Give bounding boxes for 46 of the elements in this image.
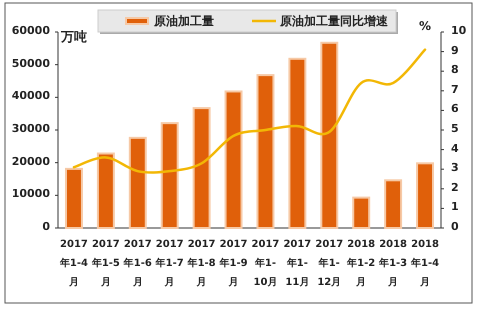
x-tick-label: 2018年1-3月: [378, 238, 408, 290]
y2-tick-label: 3: [451, 161, 459, 174]
bar: [224, 90, 243, 229]
y2-tick-label: 4: [451, 142, 459, 155]
y2-tick-label: 9: [451, 44, 459, 57]
bar: [256, 74, 274, 229]
y-tick-label: 20000: [12, 154, 50, 168]
y2-tick-label: 0: [451, 220, 459, 233]
x-tick-label: 2017年1-5月: [90, 238, 121, 290]
legend-label: 原油加工量: [154, 13, 214, 30]
bar: [128, 136, 147, 229]
y2-tick-label: 10: [451, 24, 466, 37]
bar: [416, 162, 434, 229]
bar: [96, 152, 115, 229]
x-tick-label: 2018年1-2月: [346, 238, 376, 290]
x-tick-label: 2017年1-12月: [314, 238, 344, 290]
x-tick-label: 2017年1-11月: [282, 238, 312, 290]
bar: [384, 179, 402, 229]
y2-tick-label: 5: [451, 122, 459, 135]
y-tick-label: 60000: [12, 24, 50, 37]
x-tick-label: 2017年1-8月: [186, 238, 217, 290]
x-tick-label: 2018年1-4月: [410, 238, 440, 290]
y2-axis-title: %: [419, 19, 432, 33]
y-tick-label: 0: [42, 220, 50, 233]
x-tick-label: 2017年1-10月: [250, 238, 280, 290]
y2-tick-label: 8: [451, 63, 459, 76]
y-tick-label: 50000: [12, 56, 50, 70]
y-axis-title: 万吨: [61, 29, 87, 46]
legend-label: 原油加工量同比增速: [280, 13, 388, 30]
bar: [160, 122, 179, 229]
x-tick-label: 2017年1-4月: [58, 238, 89, 290]
y2-tick-label: 7: [451, 82, 459, 96]
y-tick-label: 30000: [12, 122, 50, 135]
y-tick-label: 10000: [12, 187, 50, 200]
x-tick-label: 2017年1-7月: [154, 238, 185, 290]
y2-tick-label: 2: [451, 180, 459, 194]
bar: [64, 168, 83, 229]
y-tick-label: 40000: [12, 89, 50, 102]
bar: [192, 107, 211, 229]
bar: [352, 196, 370, 229]
y2-tick-label: 1: [451, 200, 459, 214]
x-tick-label: 2017年1-9月: [218, 238, 249, 290]
y2-tick-label: 6: [451, 102, 459, 116]
bar: [288, 58, 306, 229]
bar: [320, 42, 338, 229]
x-tick-label: 2017年1-6月: [122, 238, 153, 290]
